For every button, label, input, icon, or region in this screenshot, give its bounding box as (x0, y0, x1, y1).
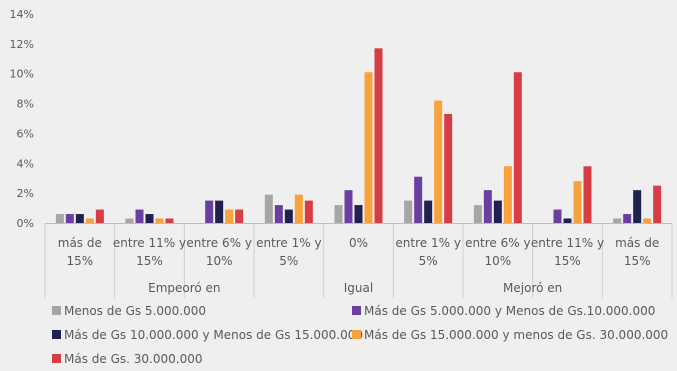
bar-series-3-cat-1 (75, 214, 84, 223)
x-tick-label: 15% (136, 254, 163, 268)
x-tick-label: entre 1% y (256, 236, 322, 250)
x-group-label: Mejoró en (503, 281, 562, 295)
bar-series-2-cat-9 (623, 214, 632, 223)
x-tick-label: 15% (554, 254, 581, 268)
y-tick-label: 14% (10, 8, 34, 21)
bar-series-3-cat-8 (563, 218, 572, 223)
bar-series-4-cat-2 (155, 218, 164, 223)
bar-series-4-cat-3 (225, 209, 234, 223)
bar-series-2-cat-8 (553, 209, 562, 223)
y-tick-label: 2% (17, 187, 34, 200)
bar-series-1-cat-1 (55, 214, 64, 223)
x-tick-label: 15% (66, 254, 93, 268)
bar-series-1-cat-9 (613, 218, 622, 223)
bar-series-1-cat-2 (125, 218, 134, 223)
bar-series-3-cat-3 (215, 200, 224, 223)
bar-series-5-cat-6 (444, 114, 453, 223)
bar-series-5-cat-4 (304, 200, 313, 223)
y-tick-label: 10% (10, 68, 34, 81)
legend-swatch (352, 306, 361, 315)
y-tick-label: 12% (10, 38, 34, 51)
legend-label: Más de Gs 15.000.000 y menos de Gs. 30.0… (364, 328, 668, 342)
bar-series-5-cat-2 (165, 218, 174, 223)
x-tick-label: entre 11% y (531, 236, 604, 250)
legend-label: Más de Gs. 30.000.000 (64, 352, 202, 366)
x-tick-label: entre 6% y (465, 236, 531, 250)
bar-series-4-cat-5 (364, 72, 373, 223)
bar-series-5-cat-5 (374, 48, 383, 224)
bar-series-5-cat-8 (583, 166, 592, 223)
y-tick-label: 8% (17, 98, 34, 111)
bar-series-3-cat-7 (493, 200, 502, 223)
bar-series-5-cat-7 (513, 72, 522, 223)
bar-series-4-cat-4 (294, 194, 303, 223)
bar-series-3-cat-5 (354, 205, 363, 223)
bar-series-2-cat-2 (135, 209, 144, 223)
bar-series-4-cat-1 (85, 218, 94, 223)
legend-label: Más de Gs 10.000.000 y Menos de Gs 15.00… (64, 328, 363, 342)
legend-swatch (52, 306, 61, 315)
x-tick-label: entre 11% y (113, 236, 186, 250)
bar-series-4-cat-7 (503, 166, 512, 223)
bar-series-3-cat-4 (284, 209, 293, 223)
bar-series-4-cat-6 (434, 100, 443, 223)
bar-series-5-cat-1 (95, 209, 104, 223)
bar-series-4-cat-8 (573, 181, 582, 223)
bar-series-3-cat-2 (145, 214, 154, 223)
bar-series-4-cat-9 (643, 218, 652, 223)
legend-swatch (352, 330, 361, 339)
bar-series-5-cat-9 (653, 185, 662, 223)
bar-series-3-cat-9 (633, 190, 642, 223)
y-tick-label: 6% (17, 127, 34, 140)
legend-label: Más de Gs 5.000.000 y Menos de Gs.10.000… (364, 304, 655, 318)
bar-series-2-cat-7 (483, 190, 492, 223)
x-tick-label: 10% (206, 254, 233, 268)
bar-series-1-cat-6 (404, 200, 413, 223)
x-tick-label: entre 6% y (186, 236, 252, 250)
bar-series-2-cat-6 (414, 176, 423, 223)
x-tick-label: 15% (624, 254, 651, 268)
x-tick-label: 10% (484, 254, 511, 268)
bar-series-2-cat-4 (274, 205, 283, 223)
y-tick-label: 4% (17, 157, 34, 170)
x-tick-label: 0% (349, 236, 368, 250)
bar-series-5-cat-3 (235, 209, 244, 223)
bar-series-1-cat-5 (334, 205, 343, 223)
x-group-label: Empeoró en (148, 281, 220, 295)
legend-swatch (52, 354, 61, 363)
legend-swatch (52, 330, 61, 339)
bar-series-2-cat-1 (65, 214, 74, 223)
bar-series-3-cat-6 (424, 200, 433, 223)
x-group-label: Igual (344, 281, 373, 295)
x-tick-label: más de (58, 236, 102, 250)
x-tick-label: entre 1% y (395, 236, 461, 250)
x-tick-label: más de (615, 236, 659, 250)
bar-series-1-cat-4 (264, 194, 273, 223)
y-tick-label: 0% (17, 217, 34, 230)
bar-series-2-cat-3 (205, 200, 214, 223)
bar-series-2-cat-5 (344, 190, 353, 223)
bar-series-1-cat-7 (473, 205, 482, 223)
x-tick-label: 5% (279, 254, 298, 268)
legend-label: Menos de Gs 5.000.000 (64, 304, 206, 318)
x-tick-label: 5% (419, 254, 438, 268)
